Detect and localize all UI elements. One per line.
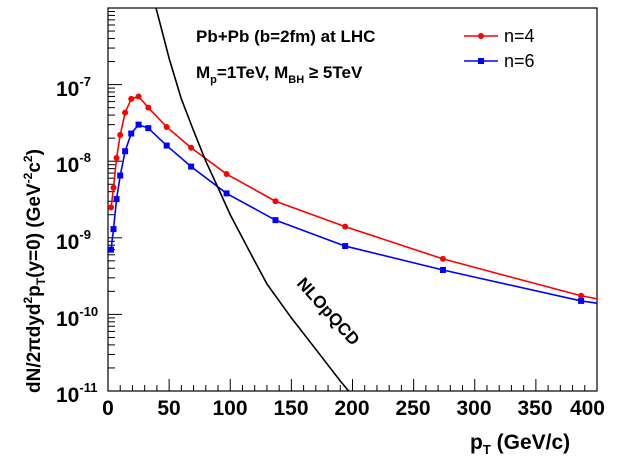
data-point-n=6 [342, 243, 349, 250]
data-point-n=6 [578, 297, 585, 304]
data-point-n=6 [145, 125, 152, 132]
data-point-n=4 [113, 155, 120, 162]
legend-marker-n6 [478, 58, 484, 64]
data-point-n=4 [122, 109, 129, 116]
x-tick-label: 50 [157, 397, 180, 420]
legend: n=4 n=6 [464, 26, 535, 71]
y-tick-label: 10-7 [56, 74, 91, 101]
data-point-n=6 [272, 217, 279, 224]
data-point-n=6 [163, 142, 170, 149]
legend-label-n6: n=6 [504, 51, 535, 71]
data-point-n=4 [272, 198, 279, 205]
data-point-n=6 [110, 226, 117, 233]
x-tick-label: 200 [334, 397, 369, 420]
data-point-n=4 [108, 204, 115, 211]
axis-ticks [107, 11, 598, 392]
data-point-n=4 [163, 123, 170, 130]
series-NLOpQCD [155, 8, 350, 391]
series-layer [108, 8, 597, 391]
data-point-n=6 [108, 246, 115, 253]
series-n=6 [108, 121, 597, 305]
data-point-n=4 [188, 144, 195, 151]
data-point-n=4 [439, 255, 446, 262]
legend-label-n4: n=4 [504, 26, 535, 46]
data-point-n=4 [128, 95, 135, 102]
y-axis-title: dN/2πdyd2pT(y=0) (GeV-2c2) [21, 149, 48, 393]
x-axis-title: pT (GeV/c) [470, 431, 570, 457]
data-point-n=4 [135, 93, 142, 100]
annotation-masses: Mp=1TeV, MBH ≥ 5TeV [196, 63, 363, 86]
series-line-NLOpQCD [155, 8, 350, 391]
data-point-n=6 [117, 172, 124, 179]
annotation-collision: Pb+Pb (b=2fm) at LHC [196, 27, 375, 46]
y-tick-label: 10-8 [56, 150, 91, 177]
x-tick-label: 150 [273, 397, 308, 420]
data-point-n=4 [342, 223, 349, 230]
series-line-n=4 [110, 95, 597, 300]
data-point-n=4 [145, 104, 152, 111]
legend-marker-n4 [478, 33, 484, 39]
data-point-n=4 [110, 184, 117, 191]
data-point-n=6 [223, 190, 230, 197]
data-point-n=6 [135, 121, 142, 128]
data-point-n=6 [128, 130, 135, 137]
data-point-n=4 [578, 292, 585, 299]
data-point-n=6 [113, 196, 120, 203]
y-tick-label: 10-11 [56, 380, 97, 407]
x-tick-label: 350 [517, 397, 552, 420]
nlo-curve-label: NLOpQCD [293, 274, 363, 349]
y-tick-label: 10-10 [56, 304, 98, 331]
data-point-n=4 [117, 131, 124, 138]
y-tick-labels: 10-11 10-10 10-9 10-8 10-7 [56, 74, 98, 407]
series-line-n=6 [110, 123, 597, 305]
data-point-n=6 [122, 148, 129, 155]
x-tick-label: 100 [212, 397, 247, 420]
x-tick-label: 0 [102, 397, 114, 420]
x-tick-label: 250 [395, 397, 430, 420]
x-tick-labels: 0 50 100 150 200 250 300 350 400 [102, 397, 605, 420]
data-point-n=6 [439, 266, 446, 273]
data-point-n=4 [223, 171, 230, 178]
y-tick-label: 10-9 [56, 227, 91, 254]
x-tick-label: 300 [456, 397, 491, 420]
series-n=4 [108, 93, 597, 300]
x-tick-label: 400 [570, 397, 605, 420]
data-point-n=6 [188, 163, 195, 170]
